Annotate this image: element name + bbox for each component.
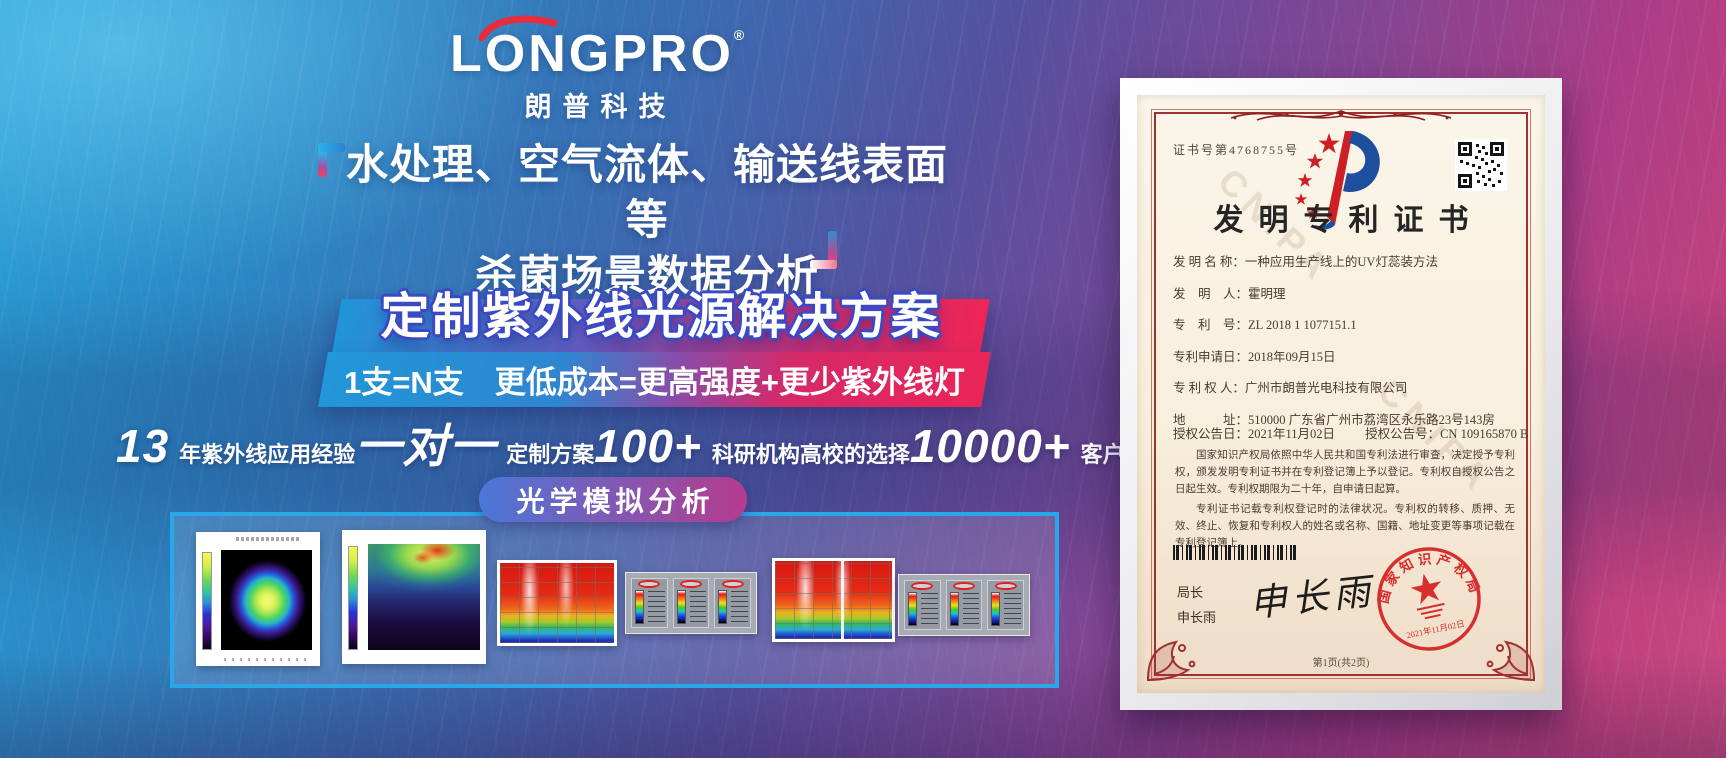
heatmap-plot [221,550,312,650]
scale-widget [904,580,941,630]
solution-title: 定制紫外线光源解决方案 [380,290,942,344]
brand-logo: LONGPRO® 朗普科技 [450,15,744,124]
scale-ticks [731,591,749,624]
grant-number: 授权公告号：CN 109165870 B [1365,427,1529,441]
logo-swoosh-icon [478,15,558,41]
stat-value: 10000+ [909,420,1071,472]
scale-colorbar [991,592,1001,626]
simulation-heatmap-1 [497,560,617,646]
corner-flourish-icon [1486,640,1536,682]
scale-ticks [921,593,938,626]
field-address: 地 址：510000 广东省广州市荔湾区永乐路23号143房 [1173,412,1495,427]
scale-widget [631,578,668,628]
scale-ellipse [994,582,1017,590]
colorbar [348,546,358,650]
scale-colorbar [718,590,728,624]
stat-value: 100+ [594,420,702,472]
stat-label: 年紫外线应用经验 [179,442,356,467]
headline-line2: 杀菌场景数据分析 [474,251,819,299]
scale-ellipse [680,580,702,588]
simulation-scale-panel-2 [898,574,1030,636]
simulation-irradiance-map-2 [342,530,486,664]
brand-wordmark: LONGPRO® [450,15,745,83]
scale-widget [945,580,983,630]
brand-name: LONGPRO [450,25,734,83]
scale-ticks [689,591,707,624]
scale-colorbar [908,592,917,626]
scale-ellipse [953,582,975,590]
heatmap-plot [775,561,892,639]
stat-one-on-one: 一对一 定制方案 [355,410,594,476]
page-footer: 第1页(共2页) [1312,658,1370,669]
simulation-heatmap-2 [772,558,895,642]
heatmap-plot [368,544,480,650]
scale-widget [987,580,1025,630]
solution-subtitle-ribbon: 1支=N支 更低成本=更高强度+更少紫外线灯 [318,352,991,407]
svg-text:2021年11月02日: 2021年11月02日 [1405,618,1465,640]
brand-chinese-name: 朗普科技 [524,92,677,122]
field-invention-name: 发 明 名 称：一种应用生产线上的UV灯蕊装方法 [1173,255,1438,269]
certificate-body-text: 国家知识产权局依照中华人民共和国专利法进行审查，决定授予专利权，颁发发明专利证书… [1175,450,1515,549]
corner-flourish-icon [1146,640,1196,682]
heatmap-plot [500,563,614,643]
grant-date: 授权公告日：2021年11月02日 [1173,427,1336,441]
quote-bracket-open-icon [318,143,345,177]
certificate-ornament [1230,110,1452,121]
scale-ellipse [721,580,744,588]
scale-colorbar [676,590,686,624]
scale-widget [714,578,752,628]
stat-label: 科研机构高校的选择 [711,442,910,467]
grant-info-row: 授权公告日：2021年11月02日 授权公告号：CN 109165870 B [1173,423,1528,442]
solution-subtitle: 1支=N支 更低成本=更高强度+更少紫外线灯 [344,365,965,400]
quote-bracket-close-icon [810,231,837,269]
simulation-scale-panel-1 [625,572,757,634]
patent-certificate: CNIPA CNIPA 证书号第4768755号 [1120,78,1562,710]
scale-colorbar [635,590,644,624]
scale-ticks [962,593,980,626]
stats-row: 13 年紫外线应用经验 一对一 定制方案 100+ 科研机构高校的选择 1000… [116,410,1213,476]
scale-ticks [1004,593,1022,626]
certificate-number: 证书号第4768755号 [1173,143,1300,157]
barcode [1173,545,1297,560]
stat-value: 一对一 [355,420,497,472]
headline: 水处理、空气流体、输送线表面等 杀菌场景数据分析 [327,137,967,303]
official-seal: 国家知识产权局 2021年11月02日 [1367,540,1484,651]
simulation-badge: 光学模拟分析 [479,477,747,522]
stat-value: 13 [116,420,170,472]
registered-mark: ® [733,27,745,43]
cnipa-logo-icon [1294,131,1380,230]
field-inventor: 发 明 人：霍明理 [1173,286,1286,301]
scale-ellipse [911,582,934,590]
scale-ticks [648,591,665,624]
field-patent-number: 专 利 号：ZL 2018 1 1077151.1 [1173,318,1357,332]
simulation-gallery [170,512,1059,688]
field-patentee: 专 利 权 人：广州市朗普光电科技有限公司 [1173,381,1408,395]
certificate-title: 发明专利证书 [1213,204,1484,237]
certificate-border [1151,109,1531,679]
simulation-irradiance-map-1 [196,532,320,666]
headline-line1: 水处理、空气流体、输送线表面等 [345,141,948,244]
scale-colorbar [949,592,959,626]
colorbar [202,552,212,650]
stat-institutions: 100+ 科研机构高校的选择 [594,419,910,473]
stat-years-experience: 13 年紫外线应用经验 [116,419,355,473]
certificate-fields: 发 明 名 称：一种应用生产线上的UV灯蕊装方法 发 明 人：霍明理 专 利 号… [1173,251,1521,440]
field-application-date: 专利申请日：2018年09月15日 [1173,349,1336,364]
scale-widget [672,578,710,628]
qr-code [1455,139,1507,191]
director-block: 局长 申长雨 [1177,585,1217,625]
scale-ellipse [638,580,661,588]
certificate-paper: CNIPA CNIPA 证书号第4768755号 [1137,95,1545,693]
stat-label: 定制方案 [506,442,595,467]
